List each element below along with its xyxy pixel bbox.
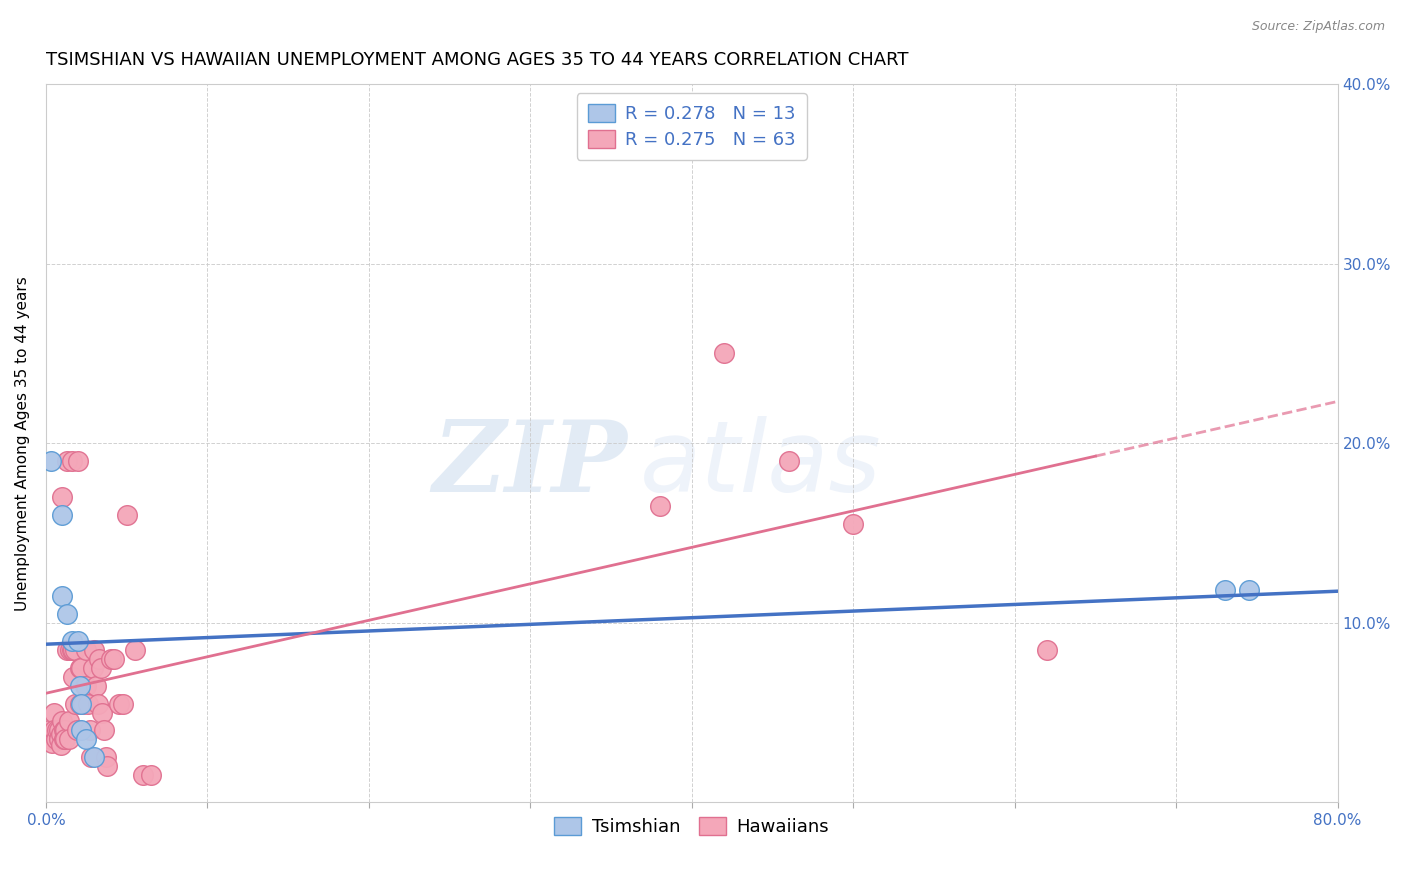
Point xyxy=(96,759,118,773)
Point xyxy=(86,697,108,711)
Point xyxy=(58,714,80,729)
Point xyxy=(648,499,671,513)
Point xyxy=(70,697,93,711)
Point xyxy=(73,679,96,693)
Point xyxy=(49,738,72,752)
Point xyxy=(132,768,155,782)
Point xyxy=(51,714,73,729)
Point xyxy=(83,750,105,764)
Point xyxy=(53,732,76,747)
Point xyxy=(79,723,101,738)
Point xyxy=(1036,642,1059,657)
Point xyxy=(90,660,112,674)
Point xyxy=(94,750,117,764)
Text: atlas: atlas xyxy=(640,417,882,513)
Point xyxy=(39,732,62,747)
Point xyxy=(60,642,83,657)
Point xyxy=(75,642,97,657)
Point xyxy=(62,642,84,657)
Point xyxy=(59,642,82,657)
Point xyxy=(51,589,73,603)
Point xyxy=(72,697,94,711)
Point xyxy=(69,660,91,674)
Point xyxy=(112,697,135,711)
Point xyxy=(124,642,146,657)
Point xyxy=(93,723,115,738)
Point xyxy=(52,723,75,738)
Point xyxy=(42,706,65,720)
Point xyxy=(89,651,111,665)
Point xyxy=(66,723,89,738)
Point xyxy=(75,732,97,747)
Text: TSIMSHIAN VS HAWAIIAN UNEMPLOYMENT AMONG AGES 35 TO 44 YEARS CORRELATION CHART: TSIMSHIAN VS HAWAIIAN UNEMPLOYMENT AMONG… xyxy=(46,51,908,69)
Point xyxy=(67,633,90,648)
Point xyxy=(1213,583,1236,598)
Point xyxy=(83,642,105,657)
Point xyxy=(49,727,72,741)
Point xyxy=(713,346,735,360)
Point xyxy=(38,723,60,738)
Point xyxy=(70,723,93,738)
Point xyxy=(84,679,107,693)
Point xyxy=(107,697,129,711)
Point xyxy=(45,732,67,747)
Point xyxy=(63,642,86,657)
Point xyxy=(60,633,83,648)
Point xyxy=(115,508,138,522)
Text: ZIP: ZIP xyxy=(432,417,627,513)
Point xyxy=(778,454,800,468)
Y-axis label: Unemployment Among Ages 35 to 44 years: Unemployment Among Ages 35 to 44 years xyxy=(15,276,30,610)
Point xyxy=(75,679,97,693)
Point xyxy=(77,697,100,711)
Point xyxy=(100,651,122,665)
Point xyxy=(91,706,114,720)
Point xyxy=(82,660,104,674)
Point xyxy=(46,723,69,738)
Point xyxy=(48,723,70,738)
Point xyxy=(56,642,79,657)
Point xyxy=(39,454,62,468)
Point xyxy=(103,651,125,665)
Point xyxy=(48,732,70,747)
Point xyxy=(69,679,91,693)
Point xyxy=(41,736,63,750)
Text: Source: ZipAtlas.com: Source: ZipAtlas.com xyxy=(1251,20,1385,33)
Point xyxy=(51,490,73,504)
Point xyxy=(53,723,76,738)
Point xyxy=(70,660,93,674)
Point xyxy=(58,732,80,747)
Point xyxy=(56,607,79,621)
Point xyxy=(42,723,65,738)
Point xyxy=(69,697,91,711)
Point xyxy=(80,750,103,764)
Point xyxy=(51,508,73,522)
Point xyxy=(52,732,75,747)
Point xyxy=(1237,583,1260,598)
Point xyxy=(62,670,84,684)
Point xyxy=(63,697,86,711)
Point xyxy=(842,516,865,531)
Point xyxy=(60,454,83,468)
Point xyxy=(139,768,162,782)
Legend: Tsimshian, Hawaiians: Tsimshian, Hawaiians xyxy=(547,810,837,844)
Point xyxy=(56,454,79,468)
Point xyxy=(67,454,90,468)
